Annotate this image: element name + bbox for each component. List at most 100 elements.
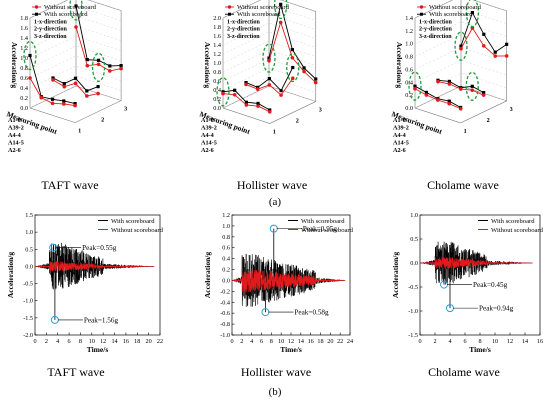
category-label: A39-2 bbox=[393, 125, 409, 132]
gridline bbox=[222, 67, 316, 91]
y-tick-label: 1.4 bbox=[405, 15, 413, 22]
y-tick-label: -1.0 bbox=[408, 308, 418, 315]
gridline bbox=[414, 0, 507, 19]
data-point bbox=[233, 88, 237, 92]
category-label: A14-5 bbox=[201, 140, 217, 147]
data-point bbox=[279, 2, 283, 6]
x-tick-label: 24 bbox=[347, 338, 353, 345]
data-point bbox=[470, 88, 475, 92]
wave-caption-a-1: Hollister wave bbox=[237, 178, 307, 192]
legend-entry: 2-y-direction bbox=[227, 27, 261, 33]
highlight-ellipse bbox=[274, 0, 288, 20]
y-tick-label: 0.6 bbox=[405, 66, 413, 73]
direction-label: 2 bbox=[487, 117, 490, 124]
gridline bbox=[414, 60, 507, 83]
data-point bbox=[267, 110, 272, 114]
data-point bbox=[470, 84, 474, 88]
data-point bbox=[459, 44, 463, 48]
y-tick-label: -0.5 bbox=[23, 281, 33, 288]
legend-entry: 1-x-direction bbox=[227, 19, 261, 25]
data-point bbox=[314, 77, 318, 81]
legend-entry: 3-z-direction bbox=[419, 34, 452, 40]
y-tick-label: 0.2 bbox=[222, 267, 230, 274]
x-tick-label: 18 bbox=[317, 338, 323, 345]
direction-label: 3 bbox=[124, 106, 127, 113]
y-tick-label: 0.2 bbox=[213, 96, 221, 103]
data-point bbox=[313, 80, 318, 85]
y-tick-label: 1.5 bbox=[25, 212, 33, 219]
x-tick-label: 12 bbox=[288, 338, 294, 345]
data-point bbox=[256, 104, 260, 108]
y-tick-label: 0.2 bbox=[20, 95, 28, 102]
x-tick-label: 6 bbox=[463, 338, 466, 345]
legend-entry: 3-z-direction bbox=[34, 34, 67, 40]
plot-frame bbox=[34, 214, 161, 336]
gridline bbox=[414, 21, 507, 44]
gridline bbox=[29, 55, 122, 79]
data-point bbox=[279, 93, 283, 97]
y-tick-label: 0.0 bbox=[222, 277, 230, 284]
y-tick-label: -0.5 bbox=[408, 284, 418, 291]
data-point bbox=[28, 53, 32, 58]
y-tick-label: 0.8 bbox=[213, 69, 221, 76]
gridline bbox=[414, 47, 507, 70]
series-line bbox=[268, 20, 317, 83]
x-tick-label: 14 bbox=[111, 338, 117, 345]
legend: With scoreboard Without scoreboard bbox=[288, 218, 354, 234]
y-tick-label: 0.4 bbox=[222, 256, 230, 263]
data-point bbox=[96, 58, 101, 62]
y-axis-label: Acceleration/g bbox=[395, 42, 404, 88]
x-tick-label: 16 bbox=[308, 338, 314, 345]
gridline bbox=[222, 76, 316, 100]
data-point bbox=[424, 90, 429, 95]
data-point bbox=[493, 54, 498, 58]
data-point bbox=[96, 85, 100, 89]
back-wall bbox=[29, 0, 122, 123]
legend: With scoreboard Without scoreboard bbox=[98, 218, 164, 234]
data-point bbox=[62, 84, 67, 89]
y-tick-label: 0.0 bbox=[20, 105, 28, 112]
highlight-ellipse bbox=[23, 40, 37, 71]
legend-marker bbox=[228, 12, 231, 16]
data-point bbox=[256, 85, 260, 89]
y-axis-label: Acceleration/g bbox=[10, 42, 19, 88]
x-tick-label: 2 bbox=[433, 338, 436, 345]
legend-entry: Without scoreboard bbox=[429, 4, 482, 11]
gridline bbox=[29, 25, 122, 49]
data-point bbox=[51, 76, 55, 80]
data-point bbox=[302, 69, 306, 74]
gridline bbox=[414, 72, 507, 96]
data-point bbox=[447, 99, 451, 103]
data-point bbox=[85, 94, 89, 98]
series-line-without-scoreboard bbox=[35, 261, 155, 272]
gridline bbox=[29, 5, 122, 29]
y-tick-label: 0.5 bbox=[410, 236, 418, 243]
x-tick-label: 8 bbox=[79, 338, 82, 345]
y-tick-label: 1.0 bbox=[213, 60, 221, 67]
gridline bbox=[222, 58, 316, 82]
y-tick-label: 1.2 bbox=[20, 45, 28, 52]
category-label: A4-4 bbox=[393, 132, 406, 139]
data-point bbox=[436, 98, 440, 102]
x-tick-label: 6 bbox=[260, 338, 263, 345]
data-point bbox=[459, 46, 463, 51]
panel-tag-a: (a) bbox=[269, 196, 282, 208]
peak-label: Peak=0.95g bbox=[303, 225, 338, 233]
legend-entry: 1-x-direction bbox=[34, 19, 68, 25]
data-point bbox=[482, 91, 486, 95]
highlight-ellipse bbox=[465, 0, 480, 28]
category-label: A14-5 bbox=[8, 140, 24, 147]
data-point bbox=[290, 76, 295, 81]
data-point bbox=[436, 79, 440, 84]
legend-entry: Without scoreboard bbox=[44, 4, 97, 11]
y-tick-label: 0.2 bbox=[405, 92, 413, 99]
x-tick-label: 6 bbox=[68, 338, 71, 345]
peak-label: Peak=0.55g bbox=[82, 244, 117, 252]
data-point bbox=[221, 91, 225, 96]
x-tick-label: 8 bbox=[478, 338, 481, 345]
x-tick-label: 16 bbox=[123, 338, 129, 345]
category-label: A1-0 bbox=[201, 117, 214, 124]
y-tick-label: 1.8 bbox=[20, 15, 28, 22]
legend-entry: With scoreboard bbox=[111, 218, 155, 225]
series-line bbox=[460, 27, 507, 57]
